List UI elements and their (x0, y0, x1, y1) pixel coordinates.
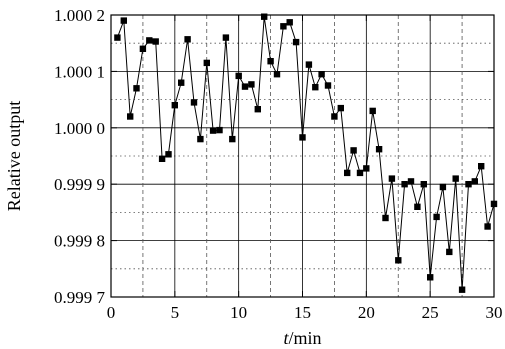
x-tick-label: 25 (422, 303, 439, 322)
data-point (375, 146, 383, 153)
data-point (267, 58, 274, 65)
data-point (465, 181, 472, 188)
x-tick-label: 20 (358, 303, 375, 322)
data-point (452, 175, 459, 182)
data-point (414, 203, 421, 210)
data-point (312, 84, 319, 91)
data-line (116, 16, 495, 290)
data-point (471, 178, 478, 185)
data-point (356, 169, 364, 177)
x-axis-label-variable: t (283, 328, 289, 348)
data-point (222, 34, 230, 41)
data-point (229, 135, 236, 143)
data-point (439, 183, 447, 191)
data-point (114, 34, 121, 41)
data-markers (114, 13, 498, 293)
data-point (318, 71, 325, 78)
data-point (337, 104, 344, 112)
data-point (369, 107, 376, 115)
data-point (241, 83, 249, 90)
data-point (146, 37, 153, 44)
x-tick-label: 15 (294, 303, 311, 322)
data-point (331, 113, 338, 120)
data-point (178, 79, 185, 86)
data-point (139, 45, 147, 52)
x-tick-label: 0 (107, 303, 116, 322)
y-tick-label: 0.999 7 (54, 288, 106, 307)
y-axis-label: Relative output (4, 101, 24, 211)
data-point (395, 257, 402, 264)
data-point (363, 165, 370, 172)
y-tick-label: 0.999 8 (54, 232, 105, 251)
y-tick-label: 0.999 9 (54, 175, 105, 194)
data-point (401, 181, 408, 188)
grid-lines (111, 15, 494, 297)
data-point (478, 163, 485, 170)
data-point (324, 82, 332, 89)
y-tick-label: 1.000 0 (54, 119, 105, 138)
data-point (171, 102, 178, 109)
data-point (158, 155, 166, 162)
data-point (235, 72, 242, 80)
data-point (248, 81, 255, 88)
data-point (344, 169, 351, 177)
data-point (133, 85, 140, 92)
data-point (197, 135, 204, 143)
data-point (484, 223, 491, 230)
axis-ticks (110, 14, 495, 298)
data-point (209, 127, 217, 134)
x-axis-label: t/min (283, 328, 321, 348)
data-point (184, 36, 191, 43)
data-point (254, 106, 261, 113)
data-point (273, 71, 281, 78)
data-point (292, 38, 300, 46)
data-point (446, 248, 453, 256)
x-axis-tick-labels: 0 5 10 15 20 25 30 (107, 303, 503, 322)
y-tick-label: 1.000 1 (54, 62, 105, 81)
data-point (190, 99, 198, 106)
x-tick-label: 30 (486, 303, 503, 322)
x-tick-label: 5 (171, 303, 180, 322)
data-point (388, 175, 396, 182)
data-point (216, 126, 223, 134)
data-point (433, 213, 440, 221)
data-point (458, 286, 466, 293)
data-point (152, 38, 159, 45)
x-tick-label: 10 (230, 303, 247, 322)
data-point (407, 178, 415, 185)
data-point (305, 61, 313, 68)
data-point (299, 134, 306, 141)
y-axis-tick-labels: 0.999 7 0.999 8 0.999 9 1.000 0 1.000 1 1.000… (54, 6, 106, 307)
data-point (165, 151, 172, 158)
data-point (120, 17, 127, 24)
data-point (280, 23, 287, 30)
data-point (261, 13, 268, 20)
data-point (420, 181, 427, 188)
x-axis-label-unit: /min (289, 328, 322, 348)
series-line (116, 16, 495, 290)
y-tick-label: 1.000 2 (54, 6, 105, 25)
data-point (350, 147, 357, 154)
data-point (127, 113, 134, 120)
data-point (382, 214, 389, 222)
data-point (427, 274, 434, 281)
data-point (286, 19, 293, 26)
data-point (203, 59, 210, 67)
